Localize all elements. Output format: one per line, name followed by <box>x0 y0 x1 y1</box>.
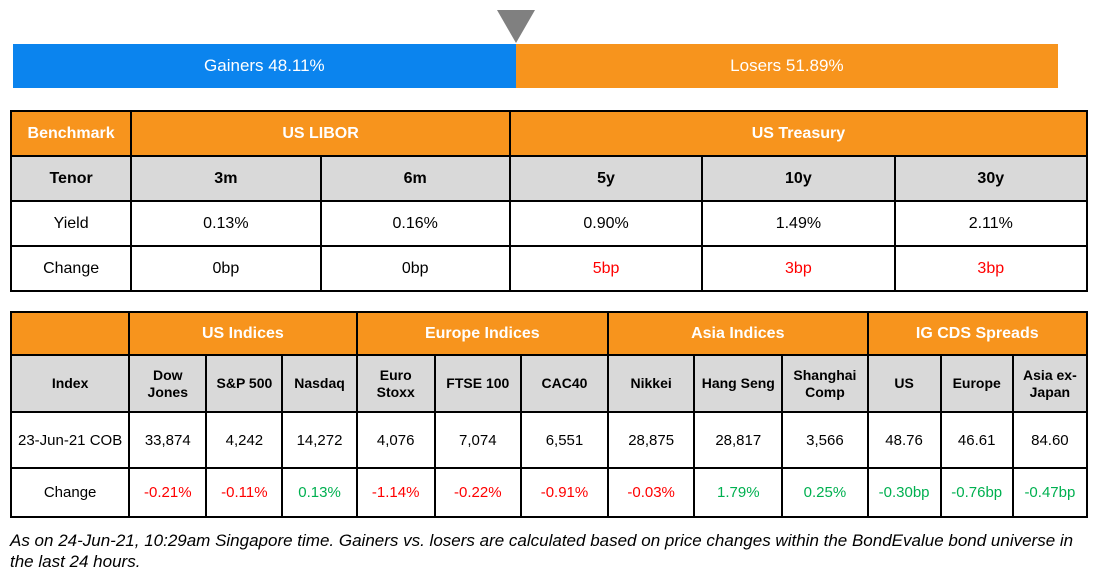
gainers-segment: Gainers 48.11% <box>13 44 516 88</box>
val-cds-europe: 46.61 <box>939 411 1014 469</box>
tenor-10y: 10y <box>701 155 896 202</box>
indices-table: US Indices Europe Indices Asia Indices I… <box>9 311 1089 518</box>
europe-indices-group-header: Europe Indices <box>355 311 610 356</box>
col-cds-us: US <box>866 354 942 413</box>
boundary-pointer-icon <box>496 10 535 43</box>
tenor-header-row: Tenor 3m 6m 5y 10y 30y <box>9 155 1089 202</box>
footnote: As on 24-Jun-21, 10:29am Singapore time.… <box>10 531 1074 572</box>
col-nasdaq: Nasdaq <box>281 354 358 413</box>
col-nikkei: Nikkei <box>607 354 696 413</box>
val-hang-seng: 28,817 <box>693 411 784 469</box>
benchmark-corner-header: Benchmark <box>9 110 133 157</box>
val-nikkei: 28,875 <box>607 411 696 469</box>
yield-10y: 1.49% <box>701 200 896 247</box>
chg-nasdaq: 0.13% <box>281 467 358 518</box>
tenor-5y: 5y <box>508 155 704 202</box>
col-cds-asia-ex-japan: Asia ex-Japan <box>1011 354 1089 413</box>
gainers-losers-bar: Gainers 48.11% Losers 51.89% <box>13 44 1058 88</box>
col-dow-jones: Dow Jones <box>128 354 208 413</box>
val-cac40: 6,551 <box>519 411 610 469</box>
cob-values-row: 23-Jun-21 COB 33,874 4,242 14,272 4,076 … <box>9 411 1089 469</box>
tenor-30y: 30y <box>893 155 1089 202</box>
val-sp-500: 4,242 <box>205 411 284 469</box>
col-ftse-100: FTSE 100 <box>433 354 522 413</box>
yield-row-label: Yield <box>9 200 133 247</box>
losers-segment: Losers 51.89% <box>515 44 1058 88</box>
change-3m: 0bp <box>130 245 322 292</box>
change-5y: 5bp <box>508 245 704 292</box>
chg-cds-us: -0.30bp <box>866 467 942 518</box>
val-ftse-100: 7,074 <box>433 411 522 469</box>
benchmark-change-row-label: Change <box>9 245 133 292</box>
val-cds-us: 48.76 <box>866 411 942 469</box>
chg-hang-seng: 1.79% <box>693 467 784 518</box>
chg-cds-europe: -0.76bp <box>939 467 1014 518</box>
chg-ftse-100: -0.22% <box>433 467 522 518</box>
val-shanghai-comp: 3,566 <box>781 411 869 469</box>
indices-corner-header <box>9 311 131 356</box>
yield-5y: 0.90% <box>508 200 704 247</box>
tenor-6m: 6m <box>319 155 511 202</box>
col-cac40: CAC40 <box>519 354 610 413</box>
asia-indices-group-header: Asia Indices <box>607 311 869 356</box>
val-nasdaq: 14,272 <box>281 411 358 469</box>
yield-30y: 2.11% <box>893 200 1089 247</box>
ig-cds-group-header: IG CDS Spreads <box>866 311 1089 356</box>
col-sp-500: S&P 500 <box>205 354 284 413</box>
change-10y: 3bp <box>701 245 896 292</box>
yield-6m: 0.16% <box>319 200 511 247</box>
chg-shanghai-comp: 0.25% <box>781 467 869 518</box>
col-shanghai-comp: Shanghai Comp <box>781 354 869 413</box>
val-euro-stoxx: 4,076 <box>355 411 436 469</box>
yield-row: Yield 0.13% 0.16% 0.90% 1.49% 2.11% <box>9 200 1089 247</box>
tenor-row-label: Tenor <box>9 155 133 202</box>
yield-3m: 0.13% <box>130 200 322 247</box>
us-libor-group-header: US LIBOR <box>130 110 511 157</box>
chg-cac40: -0.91% <box>519 467 610 518</box>
change-30y: 3bp <box>893 245 1089 292</box>
col-cds-europe: Europe <box>939 354 1014 413</box>
gainers-losers-gauge: Gainers 48.11% Losers 51.89% <box>13 8 1058 88</box>
val-dow-jones: 33,874 <box>128 411 208 469</box>
us-treasury-group-header: US Treasury <box>508 110 1089 157</box>
index-header-row: Index Dow Jones S&P 500 Nasdaq Euro Stox… <box>9 354 1089 413</box>
benchmark-group-header-row: Benchmark US LIBOR US Treasury <box>9 110 1089 157</box>
indices-change-row: Change -0.21% -0.11% 0.13% -1.14% -0.22%… <box>9 467 1089 518</box>
gainers-label: Gainers 48.11% <box>204 56 325 75</box>
losers-label: Losers 51.89% <box>730 56 844 75</box>
pointer-track <box>13 8 1058 44</box>
benchmark-change-row: Change 0bp 0bp 5bp 3bp 3bp <box>9 245 1089 292</box>
val-cds-asia-ex-japan: 84.60 <box>1011 411 1089 469</box>
change-6m: 0bp <box>319 245 511 292</box>
chg-nikkei: -0.03% <box>607 467 696 518</box>
chg-sp-500: -0.11% <box>205 467 284 518</box>
col-hang-seng: Hang Seng <box>693 354 784 413</box>
cob-row-label: 23-Jun-21 COB <box>9 411 131 469</box>
us-indices-group-header: US Indices <box>128 311 358 356</box>
indices-group-header-row: US Indices Europe Indices Asia Indices I… <box>9 311 1089 356</box>
chg-euro-stoxx: -1.14% <box>355 467 436 518</box>
chg-dow-jones: -0.21% <box>128 467 208 518</box>
benchmark-table: Benchmark US LIBOR US Treasury Tenor 3m … <box>9 110 1089 292</box>
indices-change-row-label: Change <box>9 467 131 518</box>
col-euro-stoxx: Euro Stoxx <box>355 354 436 413</box>
index-row-label: Index <box>9 354 131 413</box>
chg-cds-asia-ex-japan: -0.47bp <box>1011 467 1089 518</box>
tenor-3m: 3m <box>130 155 322 202</box>
